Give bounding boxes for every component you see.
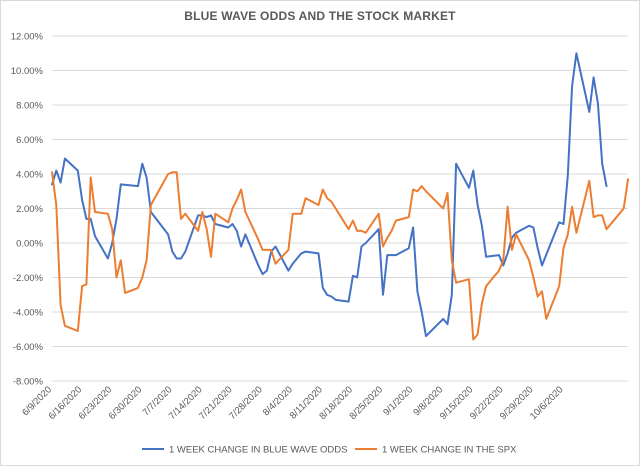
series-line-1 xyxy=(51,52,608,338)
x-tick-label: 8/25/2020 xyxy=(347,384,385,422)
y-tick-label: 6.00% xyxy=(16,135,43,146)
y-tick-label: 12.00% xyxy=(11,32,44,43)
y-tick-label: 10.00% xyxy=(11,66,44,77)
legend-label-2: 1 WEEK CHANGE IN THE SPX xyxy=(382,445,517,456)
y-tick-label: -4.00% xyxy=(13,308,44,319)
x-tick-label: 6/30/2020 xyxy=(107,384,145,422)
y-tick-label: 8.00% xyxy=(16,101,43,112)
series-line-2 xyxy=(51,171,629,341)
gridlines xyxy=(52,35,628,382)
y-tick-label: 0.00% xyxy=(16,239,43,250)
legend-label-1: 1 WEEK CHANGE IN BLUE WAVE ODDS xyxy=(169,445,347,456)
x-tick-label: 10/6/2020 xyxy=(528,384,566,422)
y-axis-labels: 12.00% 10.00% 8.00% 6.00% 4.00% 2.00% 0.00% -2.… xyxy=(11,32,44,388)
x-tick-label: 9/1/2020 xyxy=(381,384,415,418)
y-tick-label: -2.00% xyxy=(13,273,44,284)
series-lines xyxy=(51,52,629,341)
y-tick-label: 4.00% xyxy=(16,170,43,181)
legend: 1 WEEK CHANGE IN BLUE WAVE ODDS 1 WEEK CH… xyxy=(142,445,517,456)
y-tick-label: -8.00% xyxy=(13,377,44,388)
y-tick-label: -6.00% xyxy=(13,342,44,353)
chart-title: BLUE WAVE ODDS AND THE STOCK MARKET xyxy=(184,9,456,23)
x-tick-label: 7/28/2020 xyxy=(227,384,265,422)
x-axis-labels: 6/9/20206/16/20206/23/20206/30/20207/7/2… xyxy=(20,384,565,422)
y-tick-label: 2.00% xyxy=(16,204,43,215)
